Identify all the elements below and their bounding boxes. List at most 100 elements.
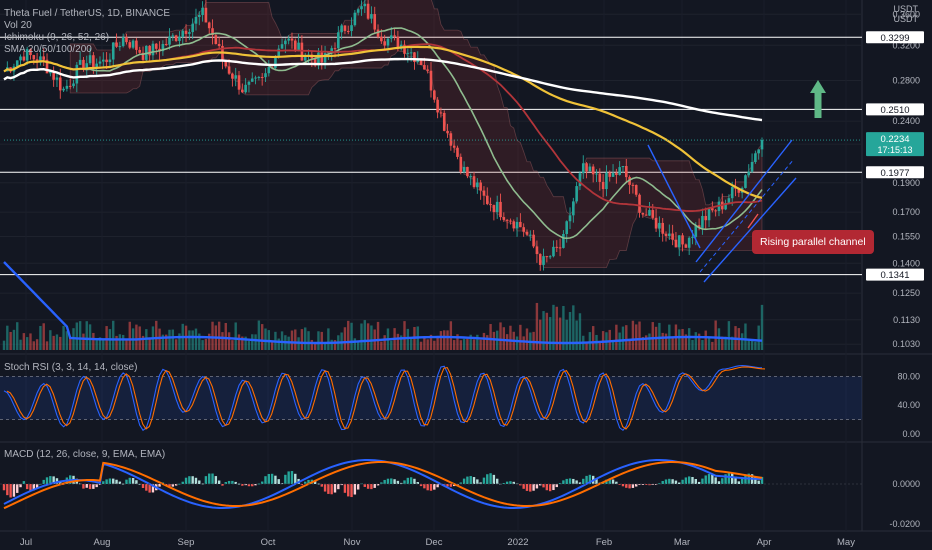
macd-histogram-bar	[128, 477, 131, 484]
rising-channel-annotation[interactable]: Rising parallel channel	[752, 230, 874, 254]
annotation-pointer	[747, 213, 759, 229]
candle-body	[750, 162, 754, 172]
candle-body	[164, 43, 168, 45]
stoch-k-line	[3, 365, 763, 432]
macd-histogram-bar	[476, 479, 479, 484]
candle-body	[423, 65, 426, 70]
macd-histogram-bar	[327, 484, 330, 494]
candle-body	[151, 43, 155, 56]
macd-histogram-bar	[105, 479, 108, 484]
macd-histogram-bar	[22, 481, 26, 484]
macd-histogram-bar	[287, 471, 290, 484]
time-tick-label: Aug	[94, 537, 111, 548]
candle-body	[671, 233, 674, 240]
volume-bar	[575, 320, 578, 350]
macd-histogram-bar	[304, 481, 307, 484]
volume-bar	[701, 340, 704, 350]
macd-histogram-bar	[618, 484, 621, 485]
stoch-legend[interactable]: Stoch RSI (3, 3, 14, 14, close)	[4, 362, 138, 373]
candle-body	[747, 171, 751, 176]
candle-body	[58, 77, 62, 91]
key-level-tag	[866, 31, 924, 44]
macd-histogram-bar	[32, 484, 35, 491]
macd-histogram-bar	[333, 484, 337, 493]
macd-histogram-bar	[135, 480, 138, 484]
time-tick-label: Oct	[261, 537, 276, 548]
candle-body	[207, 22, 211, 29]
candle-body	[267, 67, 271, 74]
macd-histogram-bar	[539, 484, 542, 486]
volume-bar	[588, 332, 592, 350]
volume-bar	[486, 335, 489, 350]
macd-histogram-bar	[373, 484, 376, 488]
candle-body	[98, 61, 102, 64]
macd-histogram-bar	[502, 483, 506, 484]
volume-bar	[161, 334, 165, 350]
candle-body	[581, 163, 585, 174]
volume-bar	[539, 319, 542, 350]
volume-bar	[294, 329, 297, 350]
macd-histogram-bar	[125, 479, 128, 484]
candle-body	[495, 201, 499, 213]
volume-legend[interactable]: Vol 20	[4, 20, 32, 31]
candle-body	[654, 217, 658, 229]
candle-body	[611, 173, 615, 177]
candle-body	[668, 233, 671, 236]
candle-body	[548, 256, 552, 258]
symbol-title[interactable]: Theta Fuel / TetherUS, 1D, BINANCE	[4, 8, 170, 19]
volume-bar	[446, 330, 449, 350]
candle-body	[406, 52, 410, 54]
volume-bar	[75, 322, 79, 350]
volume-bar	[625, 325, 628, 350]
volume-bar	[19, 339, 22, 350]
candle-body	[727, 198, 731, 204]
volume-bar	[515, 336, 519, 350]
volume-bar	[244, 336, 247, 350]
macd-legend[interactable]: MACD (12, 26, close, 9, EMA, EMA)	[4, 449, 166, 460]
macd-histogram-bar	[148, 484, 151, 493]
macd-histogram-bar	[337, 484, 340, 490]
macd-histogram-bar	[644, 484, 648, 485]
macd-histogram-bar	[727, 472, 731, 484]
volume-bar	[221, 332, 224, 350]
volume-bar	[456, 334, 459, 350]
volume-bar	[164, 334, 168, 350]
volume-bar	[208, 333, 211, 350]
volume-bar	[631, 320, 635, 350]
candle-body	[102, 59, 105, 62]
macd-histogram-bar	[684, 477, 688, 484]
macd-histogram-bar	[2, 484, 6, 491]
macd-histogram-bar	[529, 484, 532, 492]
candle-body	[105, 59, 108, 63]
macd-histogram-bar	[29, 484, 32, 491]
macd-histogram-bar	[234, 481, 237, 484]
macd-histogram-bar	[641, 484, 645, 485]
candle-body	[178, 36, 181, 41]
macd-histogram-bar	[562, 480, 565, 484]
candle-body	[92, 55, 95, 68]
macd-histogram-bar	[92, 484, 95, 489]
current-price-tag	[866, 132, 924, 157]
macd-histogram-bar	[264, 476, 267, 484]
volume-bar	[479, 339, 482, 350]
key-level-tag	[866, 268, 924, 281]
volume-bar	[333, 340, 337, 350]
volume-bar	[65, 331, 69, 350]
volume-bar	[400, 335, 403, 350]
sma-legend[interactable]: SMA 20/50/100/200	[4, 44, 92, 55]
macd-histogram-bar	[340, 484, 343, 486]
ichimoku-legend[interactable]: Ichimoku (9, 26, 52, 26)	[4, 32, 110, 43]
candle-body	[701, 215, 704, 228]
candle-body	[532, 234, 535, 247]
candle-body	[370, 14, 373, 19]
volume-bar	[426, 339, 429, 350]
candle-body	[754, 153, 757, 163]
volume-bar	[141, 335, 145, 350]
macd-histogram-bar	[188, 476, 191, 484]
macd-histogram-bar	[459, 482, 462, 484]
volume-bar	[270, 340, 274, 350]
volume-bar	[638, 321, 641, 350]
candle-body	[383, 41, 386, 46]
macd-histogram-bar	[42, 479, 45, 484]
